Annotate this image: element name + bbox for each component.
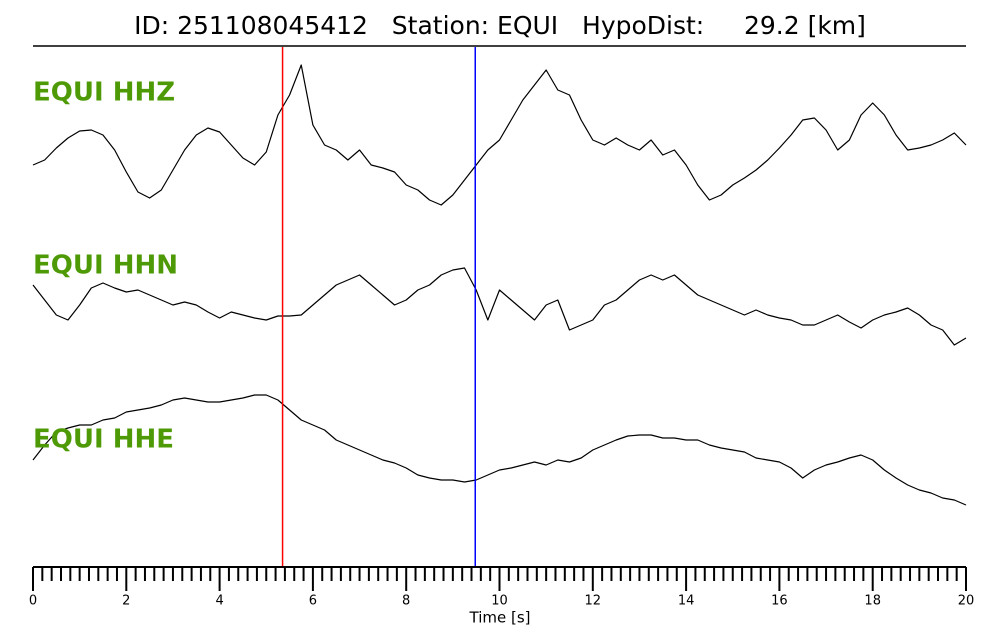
x-tick-label: 14 bbox=[678, 594, 695, 609]
x-tick-label: 18 bbox=[864, 594, 881, 609]
trace-label: EQUI HHN bbox=[33, 251, 178, 281]
x-tick-label: 0 bbox=[29, 594, 37, 609]
x-axis-label: Time [s] bbox=[469, 609, 531, 627]
x-tick-label: 20 bbox=[958, 594, 975, 609]
x-tick-label: 6 bbox=[309, 594, 317, 609]
waveform bbox=[32, 394, 967, 506]
x-tick-label: 16 bbox=[771, 594, 788, 609]
x-tick-label: 12 bbox=[585, 594, 602, 609]
chart-title: ID: 251108045412 Station: EQUI HypoDist:… bbox=[134, 11, 866, 40]
trace-label: EQUI HHE bbox=[33, 425, 174, 455]
x-tick-label: 8 bbox=[402, 594, 410, 609]
x-tick-label: 2 bbox=[122, 594, 130, 609]
trace-label: EQUI HHZ bbox=[33, 78, 175, 108]
x-tick-label: 4 bbox=[215, 594, 223, 609]
x-tick-label: 10 bbox=[491, 594, 508, 609]
waveform bbox=[32, 64, 967, 206]
waveform bbox=[32, 267, 967, 346]
